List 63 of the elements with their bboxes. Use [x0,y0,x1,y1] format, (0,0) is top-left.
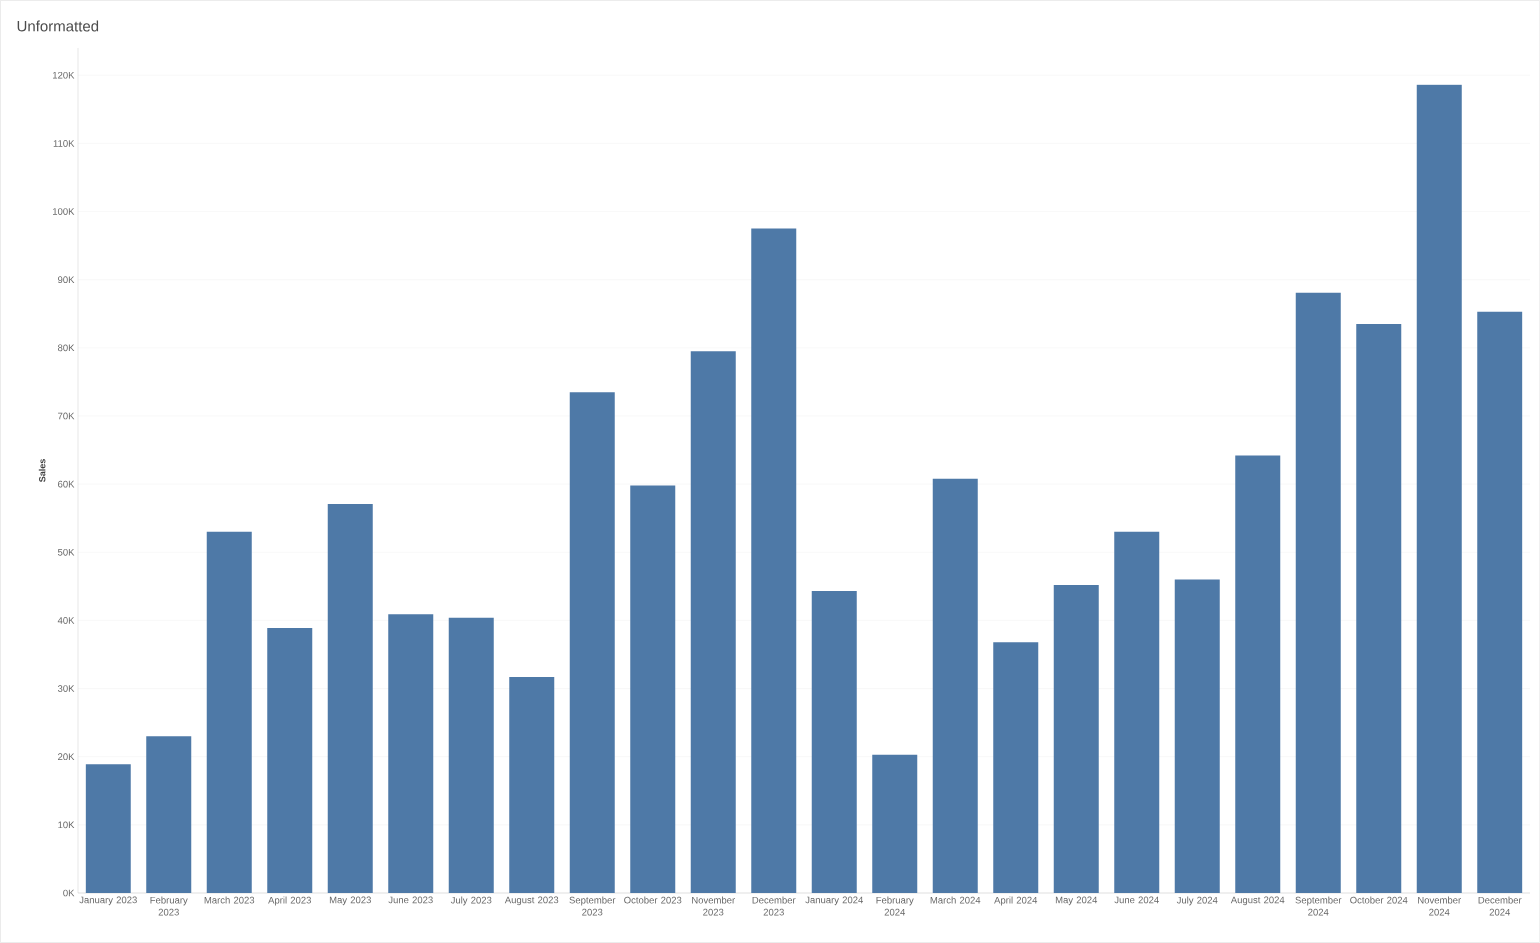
x-tick-label: October 2023 [624,896,682,904]
x-tick-label: July 2024 [1176,896,1218,906]
y-tick-label: 90K [58,276,75,284]
bar [1114,531,1160,893]
y-axis-title: Sales [38,459,46,482]
bar [1356,323,1402,893]
bar [206,531,252,893]
bar [388,614,434,893]
bar [1174,579,1220,893]
x-tick-label: April 2023 [268,896,311,906]
x-tick-label: February 2024 [876,896,914,916]
bar [1235,455,1281,893]
bar [146,736,192,893]
bar [751,228,797,893]
bar [569,392,615,893]
x-tick-label: August 2023 [504,896,559,906]
bar [1295,292,1341,893]
x-tick-label: December 2023 [752,896,796,916]
x-tick-label: August 2024 [1230,896,1285,906]
bar [448,617,494,893]
x-tick-label: March 2023 [204,896,255,904]
x-tick-label: April 2024 [994,896,1038,906]
x-tick-label: February 2023 [150,896,188,916]
y-tick-label: 30K [57,685,75,692]
bar [690,351,736,893]
bar [872,754,918,893]
y-tick-label: 60K [58,480,75,488]
x-tick-label: October 2024 [1350,896,1408,904]
y-tick-label: 40K [57,617,75,624]
x-tick-label: November 2023 [692,896,735,916]
bar [1053,584,1099,893]
y-tick-label: 120K [53,71,75,79]
x-tick-label: June 2024 [1114,896,1159,904]
bar [85,764,131,893]
bar [509,676,555,893]
y-tick-label: 70K [58,412,75,420]
bar [1416,84,1462,893]
y-tick-label: 80K [57,344,75,352]
x-tick-label: September 2024 [1295,896,1342,916]
chart-title: Unformatted [17,20,99,32]
y-tick-label: 10K [58,821,75,829]
x-tick-label: November 2024 [1418,896,1461,916]
y-tick-label: 20K [58,753,75,761]
y-tick-label: 110K [53,140,75,147]
bar [327,503,373,893]
y-tick-label: 100K [53,208,75,215]
y-tick-label: 50K [57,548,75,556]
bar [267,627,313,893]
x-tick-label: July 2023 [450,896,492,906]
y-tick-label: 0K [63,889,75,897]
x-tick-label: January 2023 [79,896,137,906]
bar [932,478,978,893]
x-tick-label: September 2023 [569,896,616,916]
x-tick-label: May 2023 [329,896,371,906]
bar [1477,311,1523,893]
bar [993,642,1039,893]
x-tick-label: January 2024 [805,896,864,906]
x-tick-label: December 2024 [1478,896,1522,916]
x-tick-label: May 2024 [1055,896,1098,906]
bar [811,591,857,893]
x-tick-label: June 2023 [388,896,433,904]
x-tick-label: March 2024 [930,896,981,904]
bar [630,485,676,893]
